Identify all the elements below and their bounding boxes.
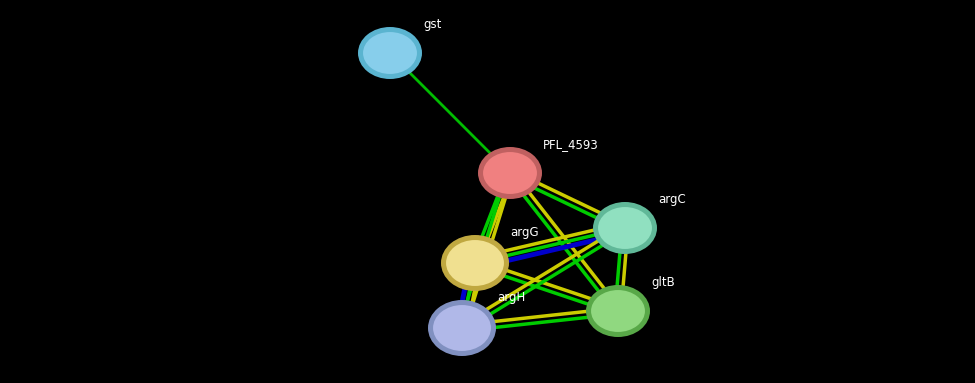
Text: argG: argG — [510, 226, 538, 239]
Text: argH: argH — [497, 291, 526, 304]
Ellipse shape — [358, 27, 422, 79]
Text: PFL_4593: PFL_4593 — [543, 138, 599, 151]
Ellipse shape — [586, 285, 650, 337]
Ellipse shape — [482, 151, 538, 195]
Ellipse shape — [590, 289, 646, 333]
Text: gst: gst — [423, 18, 442, 31]
Ellipse shape — [478, 147, 542, 199]
Ellipse shape — [428, 300, 496, 356]
Ellipse shape — [441, 235, 509, 291]
Text: argC: argC — [658, 193, 685, 206]
Ellipse shape — [597, 206, 653, 250]
Ellipse shape — [445, 239, 505, 287]
Text: gltB: gltB — [651, 276, 675, 289]
Ellipse shape — [362, 31, 418, 75]
Ellipse shape — [593, 202, 657, 254]
Ellipse shape — [432, 304, 492, 352]
